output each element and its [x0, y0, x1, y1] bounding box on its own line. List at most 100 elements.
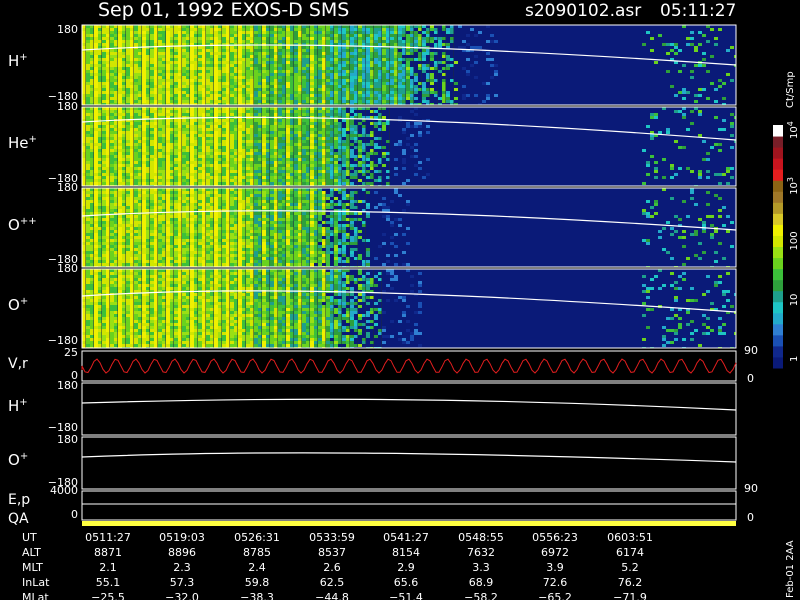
heatmap-cell [366, 143, 370, 146]
heatmap-cell [202, 79, 206, 82]
heatmap-cell [370, 55, 374, 58]
heatmap-cell [370, 143, 374, 146]
heatmap-cell [182, 52, 186, 55]
heatmap-cell [130, 134, 134, 137]
heatmap-cell [186, 49, 190, 52]
heatmap-cell [122, 131, 126, 134]
heatmap-cell [334, 113, 338, 116]
heatmap-cell [114, 37, 118, 40]
heatmap-gap [181, 107, 182, 186]
heatmap-cell [166, 25, 170, 28]
heatmap-cell [114, 218, 118, 221]
heatmap-cell [238, 167, 242, 170]
heatmap-cell [262, 113, 266, 116]
heatmap-cell [270, 131, 274, 134]
heatmap-cell [266, 173, 270, 176]
heatmap-cell [158, 122, 162, 125]
heatmap-cell [218, 49, 222, 52]
heatmap-cell [142, 73, 146, 76]
heatmap-cell [410, 25, 414, 28]
heatmap-cell [414, 143, 418, 146]
heatmap-cell [170, 179, 174, 182]
heatmap-cell [226, 107, 230, 110]
heatmap-cell [226, 28, 230, 31]
heatmap-cell [342, 103, 346, 105]
heatmap-cell [722, 103, 726, 105]
heatmap-cell [354, 97, 358, 100]
heatmap-cell [218, 73, 222, 76]
heatmap-cell [322, 79, 326, 82]
heatmap-cell [730, 125, 734, 128]
heatmap-cell [366, 31, 370, 34]
heatmap-cell [270, 167, 274, 170]
heatmap-cell [430, 58, 434, 61]
heatmap-cell [94, 85, 98, 88]
heatmap-cell [182, 146, 186, 149]
heatmap-cell [442, 100, 446, 103]
heatmap-cell [98, 88, 102, 91]
heatmap-cell [226, 70, 230, 73]
heatmap-cell [290, 97, 294, 100]
heatmap-cell [94, 164, 98, 167]
heatmap-cell [294, 61, 298, 64]
heatmap-cell [346, 134, 350, 137]
heatmap-cell [190, 73, 194, 76]
heatmap-cell [210, 88, 214, 91]
heatmap-cell [86, 73, 90, 76]
heatmap-cell [478, 31, 482, 34]
heatmap-cell [694, 94, 698, 97]
heatmap-cell [170, 28, 174, 31]
heatmap-cell [250, 173, 254, 176]
heatmap-cell [382, 70, 386, 73]
heatmap-cell [130, 131, 134, 134]
heatmap-cell [318, 85, 322, 88]
heatmap-cell [114, 76, 118, 79]
heatmap-cell [250, 103, 254, 105]
heatmap-cell [246, 137, 250, 140]
heatmap-cell [310, 67, 314, 70]
heatmap-cell [126, 64, 130, 67]
heatmap-cell [142, 25, 146, 28]
heatmap-cell [222, 58, 226, 61]
heatmap-cell [222, 164, 226, 167]
heatmap-cell [138, 31, 142, 34]
heatmap-cell [426, 49, 430, 52]
heatmap-cell [334, 25, 338, 28]
heatmap-cell [282, 46, 286, 49]
heatmap-cell [218, 100, 222, 103]
heatmap-cell [270, 149, 274, 152]
heatmap-cell [246, 73, 250, 76]
heatmap-cell [382, 125, 386, 128]
heatmap-cell [138, 155, 142, 158]
heatmap-cell [242, 173, 246, 176]
heatmap-cell [370, 34, 374, 37]
heatmap-cell [106, 25, 110, 28]
heatmap-cell [238, 73, 242, 76]
heatmap-cell [110, 203, 114, 206]
heatmap-cell [86, 251, 90, 254]
heatmap-cell [146, 100, 150, 103]
heatmap-cell [238, 125, 242, 128]
heatmap-cell [146, 161, 150, 164]
heatmap-cell [94, 94, 98, 97]
heatmap-cell [90, 197, 94, 200]
heatmap-cell [470, 64, 474, 67]
heatmap-cell [298, 131, 302, 134]
heatmap-cell [130, 85, 134, 88]
heatmap-cell [266, 94, 270, 97]
heatmap-cell [118, 82, 122, 85]
heatmap-cell [338, 61, 342, 64]
heatmap-cell [114, 224, 118, 227]
heatmap-cell [154, 25, 158, 28]
heatmap-cell [170, 149, 174, 152]
heatmap-cell [106, 128, 110, 131]
heatmap-cell [218, 37, 222, 40]
heatmap-cell [306, 73, 310, 76]
heatmap-cell [182, 97, 186, 100]
heatmap-cell [346, 143, 350, 146]
heatmap-cell [254, 28, 258, 31]
heatmap-cell [118, 43, 122, 46]
heatmap-cell [366, 103, 370, 105]
heatmap-cell [318, 113, 322, 116]
heatmap-cell [162, 149, 166, 152]
